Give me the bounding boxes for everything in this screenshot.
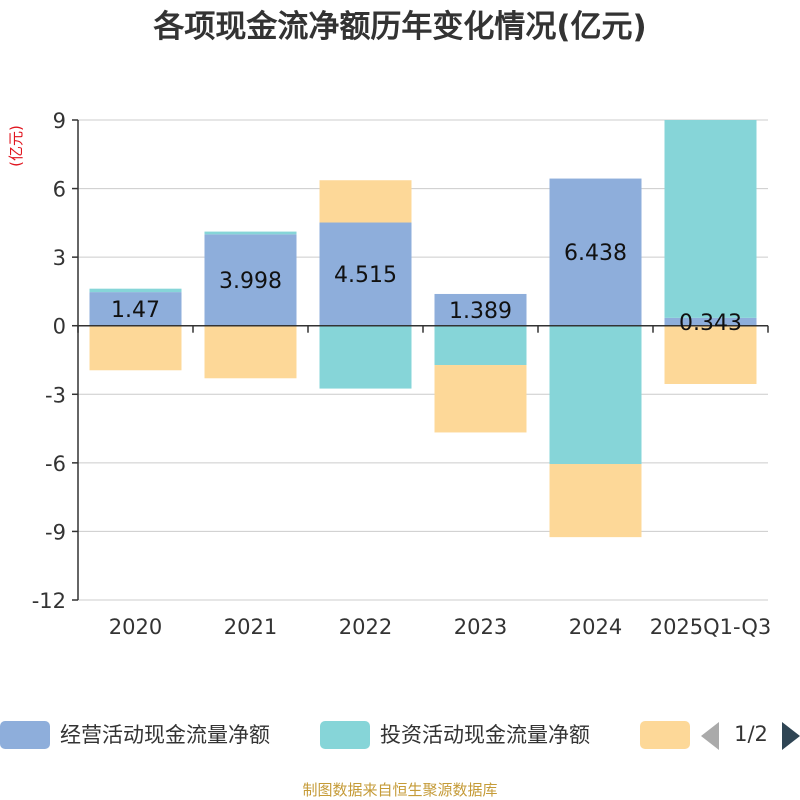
bar-investing-2022 (319, 325, 412, 389)
data-label: 0.343 (679, 311, 742, 336)
bar-financing-2022 (319, 180, 412, 223)
y-axis-unit-label: (亿元) (7, 125, 25, 167)
legend-pager: 1/2 (701, 722, 800, 750)
bar-investing-2021 (204, 231, 297, 235)
y-tick-label: 0 (53, 315, 66, 339)
data-label: 4.515 (334, 263, 397, 288)
data-label: 1.47 (111, 298, 160, 323)
axes: 9 6 3 0 -3 -6 -9 -12 2020 2021 2022 2023 2024 2025Q1-… (32, 109, 772, 639)
legend-prev-page-icon[interactable] (701, 722, 719, 750)
bar-financing-2025Q1-Q3 (664, 325, 757, 384)
data-source-note: 制图数据来自恒生聚源数据库 (302, 781, 497, 799)
legend-swatch-investing[interactable] (320, 721, 370, 749)
x-tick-label: 2020 (109, 615, 162, 639)
x-tick-label: 2022 (339, 615, 392, 639)
data-label: 3.998 (219, 269, 282, 294)
bar-operating-2025Q1-Q3 (664, 317, 757, 326)
data-label: 1.389 (449, 299, 512, 324)
bar-operating-2024 (549, 178, 642, 326)
x-tick-label: 2021 (224, 615, 277, 639)
bar-operating-2020 (89, 292, 182, 326)
y-tick-label: 3 (53, 246, 66, 270)
legend-next-page-icon[interactable] (782, 722, 800, 750)
legend-swatch-financing[interactable] (640, 721, 690, 749)
legend-page-indicator: 1/2 (734, 722, 768, 746)
grid-lines (78, 119, 768, 601)
bar-operating-2021 (204, 234, 297, 326)
y-tick-label: 9 (53, 109, 66, 133)
y-tick-label: -9 (45, 520, 66, 544)
y-tick-label: -6 (45, 452, 66, 476)
bar-financing-2023 (434, 365, 527, 433)
bar-investing-2020 (89, 288, 182, 293)
bar-financing-2024 (549, 464, 642, 538)
legend-label[interactable]: 经营活动现金流量净额 (60, 723, 270, 747)
bar-operating-2022 (319, 222, 412, 326)
x-tick-label: 2023 (454, 615, 507, 639)
y-tick-label: -12 (32, 589, 66, 613)
legend-swatch-operating[interactable] (0, 721, 50, 749)
bar-financing-2020 (89, 325, 182, 371)
bar-operating-2023 (434, 293, 527, 326)
x-tick-label: 2025Q1-Q3 (650, 615, 772, 639)
legend-label[interactable]: 投资活动现金流量净额 (380, 723, 590, 747)
legend: 经营活动现金流量净额 投资活动现金流量净额 (0, 721, 690, 749)
bar-investing-2023 (434, 325, 527, 366)
bar-investing-2024 (549, 325, 642, 464)
chart-title: 各项现金流净额历年变化情况(亿元) (152, 9, 646, 45)
bar-investing-2025Q1-Q3 (664, 120, 757, 318)
x-tick-label: 2024 (569, 615, 622, 639)
bar-series (89, 120, 757, 538)
data-label: 6.438 (564, 241, 627, 266)
y-tick-label: -3 (45, 383, 66, 407)
y-tick-label: 6 (53, 178, 66, 202)
data-labels: 1.47 3.998 4.515 1.389 6.438 0.343 (111, 241, 742, 336)
bar-financing-2021 (204, 325, 297, 379)
